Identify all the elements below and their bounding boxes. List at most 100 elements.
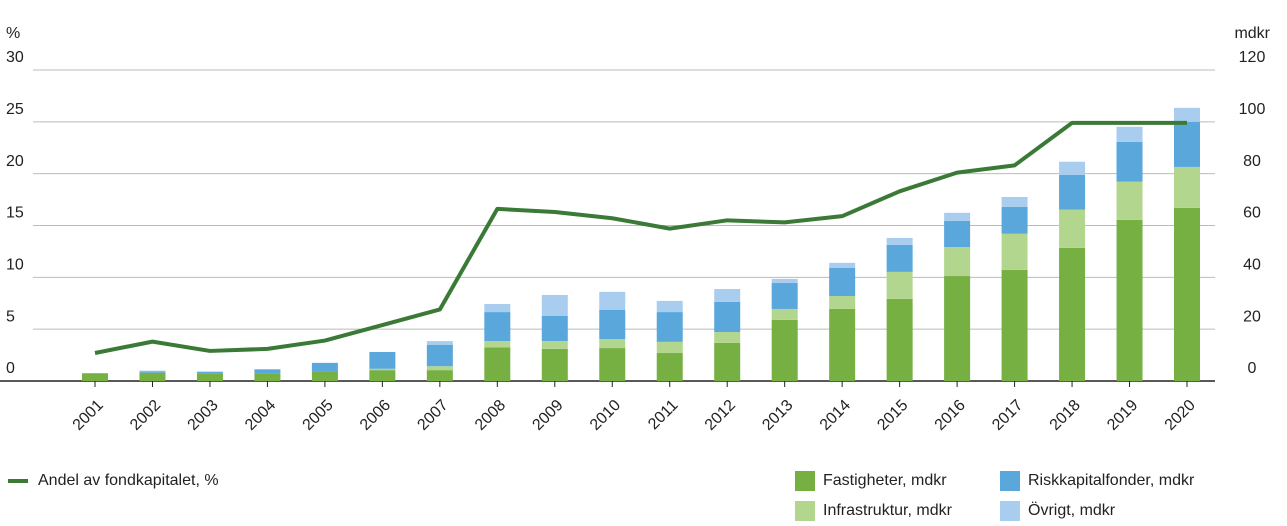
bar-segment — [771, 278, 798, 284]
bar-segment — [829, 262, 856, 269]
y-tick-label: 30 — [6, 49, 24, 66]
bar-segment — [254, 373, 281, 381]
bar-segment — [829, 268, 856, 296]
y2-axis-label: mdkr — [1234, 25, 1270, 42]
x-tick-label: 2004 — [242, 397, 279, 434]
bar-segment — [484, 312, 511, 342]
x-tick-label: 2013 — [759, 397, 796, 434]
legend-label: Övrigt, mdkr — [1028, 501, 1116, 519]
bar-segment — [1174, 207, 1200, 381]
bar-segment — [196, 371, 223, 374]
bar-segment — [656, 341, 683, 354]
bar-segment — [599, 348, 626, 381]
bar-segment — [311, 362, 338, 372]
bar-segment — [484, 304, 511, 313]
bar-segment — [714, 288, 741, 302]
bar-segment — [1059, 247, 1086, 381]
bar-segment — [369, 370, 396, 381]
bar-segment — [1059, 174, 1086, 210]
bar-segment — [599, 309, 626, 340]
bar-segment — [484, 347, 511, 381]
bar-segment — [196, 373, 223, 381]
y2-tick-label: 120 — [1239, 49, 1266, 66]
bar-segment — [771, 283, 798, 309]
y2-tick-label: 80 — [1243, 153, 1261, 170]
legend-swatch — [795, 501, 815, 521]
bar-segment — [426, 344, 453, 367]
bar-segment — [311, 371, 338, 381]
bar-segment — [829, 308, 856, 381]
bar-segment — [426, 366, 453, 371]
legend-label: Infrastruktur, mdkr — [823, 502, 953, 519]
legend-swatch — [795, 471, 815, 491]
bar-segment — [656, 312, 683, 342]
bar-segment — [1174, 107, 1200, 122]
y-tick-label: 25 — [6, 101, 24, 118]
y2-tick-label: 40 — [1243, 257, 1261, 274]
y2-tick-label: 0 — [1248, 360, 1257, 377]
bar-segment — [1174, 121, 1200, 167]
bar-segment — [1116, 181, 1143, 220]
bar-segment — [886, 237, 913, 245]
line — [94, 120, 1187, 355]
bar-segment — [944, 220, 971, 248]
bar-segment — [886, 271, 913, 299]
bar-segment — [139, 370, 166, 372]
bar-segment — [541, 294, 568, 316]
bar-segment — [714, 301, 741, 333]
bar-segment — [1059, 209, 1086, 248]
legend-swatch — [1000, 501, 1020, 521]
bar-segment — [771, 319, 798, 381]
bar-segment — [714, 342, 741, 381]
y2-tick-label: 60 — [1243, 205, 1261, 222]
y-tick-label: 15 — [6, 205, 24, 222]
bar-segment — [541, 315, 568, 342]
y-tick-label: 20 — [6, 153, 24, 170]
x-tick-label: 2020 — [1162, 397, 1199, 434]
bar-segment — [541, 341, 568, 349]
bar-segment — [944, 212, 971, 221]
bar-segment — [771, 308, 798, 320]
y-tick-label: 0 — [6, 360, 15, 377]
bar-segment — [139, 371, 166, 373]
bar-segment — [369, 351, 396, 369]
bar-segment — [944, 276, 971, 381]
bar-segment — [1001, 206, 1028, 234]
bar-segment — [886, 298, 913, 381]
bar-segment — [426, 341, 453, 345]
bar-segment — [426, 370, 453, 381]
bar-segment — [656, 300, 683, 313]
bar-segment — [82, 373, 108, 381]
legend-label: Riskkapitalfonder, mdkr — [1028, 472, 1195, 489]
x-tick-label: 2012 — [702, 397, 739, 434]
bar-segment — [139, 372, 166, 381]
bar-segment — [1001, 233, 1028, 270]
bar-segment — [829, 295, 856, 309]
y-tick-label: 10 — [6, 257, 24, 274]
bar-segment — [1116, 141, 1143, 182]
bar-segment — [1116, 219, 1143, 381]
y-tick-label: 5 — [6, 308, 15, 325]
bar-segment — [196, 371, 223, 372]
x-tick-label: 2011 — [645, 397, 681, 433]
bar-segment — [254, 369, 281, 374]
x-tick-label: 2016 — [932, 397, 969, 434]
x-tick-label: 2019 — [1104, 397, 1141, 434]
x-tick-label: 2014 — [817, 397, 854, 434]
bar-segment — [1001, 269, 1028, 381]
bar-segment — [944, 247, 971, 277]
bar-segment — [1001, 196, 1028, 207]
bar-segment — [599, 339, 626, 349]
bar-segment — [599, 291, 626, 310]
bar-segment — [656, 353, 683, 381]
bar-segment — [484, 341, 511, 348]
x-tick-label: 2001 — [70, 397, 107, 434]
y2-tick-label: 20 — [1243, 308, 1261, 325]
x-tick-label: 2007 — [414, 397, 451, 434]
bar-segment — [1174, 166, 1200, 208]
x-tick-label: 2005 — [300, 397, 337, 434]
x-tick-label: 2009 — [529, 397, 566, 434]
x-tick-label: 2010 — [587, 397, 624, 434]
bar-segment — [369, 368, 396, 371]
